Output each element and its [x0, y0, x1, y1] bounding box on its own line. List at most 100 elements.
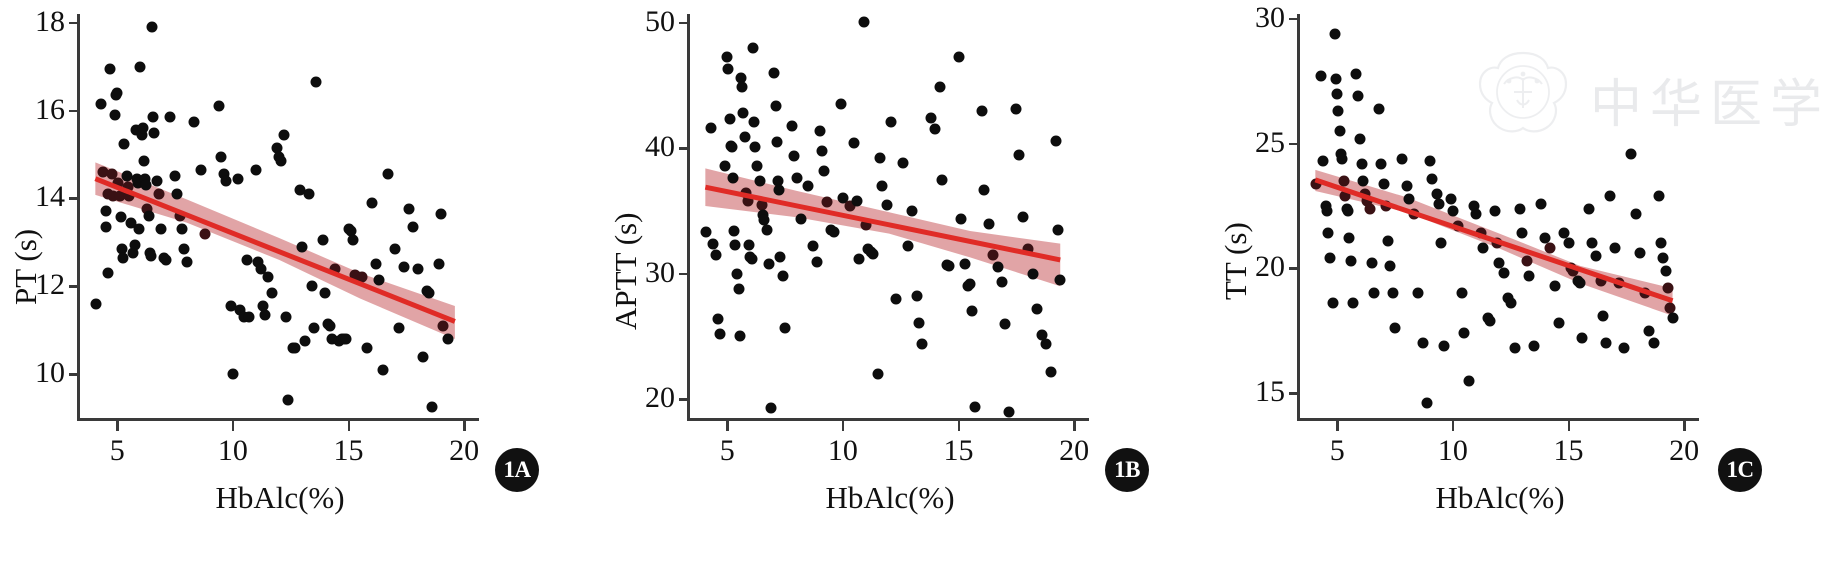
- scatter-point: [1528, 340, 1540, 352]
- scatter-point: [1643, 325, 1655, 337]
- scatter-point: [770, 100, 782, 112]
- scatter-point: [308, 322, 320, 334]
- scatter-point: [721, 51, 733, 63]
- scatter-point: [146, 21, 158, 33]
- scatter-point: [257, 300, 269, 312]
- scatter-point: [906, 205, 918, 217]
- scatter-point: [969, 401, 981, 413]
- scatter-point: [299, 335, 311, 347]
- y-axis-line: [687, 14, 690, 420]
- scatter-point: [115, 211, 127, 223]
- scatter-point: [774, 251, 786, 263]
- scatter-point: [876, 180, 888, 192]
- scatter-point: [742, 195, 754, 207]
- y-tick-label: 12: [35, 268, 65, 302]
- scatter-point: [777, 270, 789, 282]
- scatter-point: [734, 330, 746, 342]
- scatter-point: [1329, 28, 1341, 40]
- scatter-point: [1586, 237, 1598, 249]
- confidence-band: [705, 168, 1061, 287]
- scatter-point: [243, 311, 255, 323]
- scatter-point: [1618, 342, 1630, 354]
- y-tick: [69, 197, 78, 200]
- scatter-point: [953, 51, 965, 63]
- scatter-point: [748, 116, 760, 128]
- scatter-point: [1426, 173, 1438, 185]
- scatter-point: [1027, 268, 1038, 280]
- scatter-point: [1664, 302, 1676, 314]
- scatter-point: [816, 145, 828, 157]
- scatter-point: [151, 175, 163, 187]
- panel-1a: 10 12 14 16 18 5 10 15 20 PT (s) HbAlc(%) 1A: [0, 0, 600, 587]
- regression-line: [94, 176, 456, 324]
- scatter-point: [1387, 287, 1399, 299]
- scatter-point: [983, 218, 995, 230]
- scatter-point: [1590, 250, 1602, 262]
- x-tick-label: 5: [109, 434, 125, 467]
- scatter-point: [1514, 203, 1526, 215]
- scatter-point: [1576, 332, 1588, 344]
- scatter-point: [1332, 105, 1344, 117]
- scatter-point: [722, 63, 734, 75]
- scatter-point: [1539, 232, 1551, 244]
- scatter-point: [215, 151, 227, 163]
- y-tick: [1289, 392, 1298, 395]
- y-tick-label: 14: [35, 180, 65, 214]
- scatter-point: [160, 254, 172, 266]
- scatter-point: [227, 368, 239, 380]
- scatter-point: [746, 253, 758, 265]
- plot-area-1c: [1298, 14, 1698, 418]
- plot-area-1b: [688, 14, 1088, 418]
- x-tick: [957, 421, 961, 431]
- scatter-point: [106, 168, 118, 180]
- x-tick: [116, 421, 119, 431]
- scatter-point: [1657, 252, 1669, 264]
- scatter-point: [97, 166, 109, 178]
- scatter-point: [811, 256, 823, 268]
- scatter-point: [890, 293, 902, 305]
- scatter-point: [117, 252, 129, 264]
- scatter-point: [403, 203, 415, 215]
- scatter-point: [136, 129, 148, 141]
- y-axis-line: [1297, 14, 1300, 420]
- y-tick-label: 50: [645, 4, 675, 38]
- x-tick-label: 20: [1059, 434, 1090, 467]
- scatter-point: [393, 322, 405, 334]
- scatter-point: [132, 177, 144, 189]
- scatter-point: [296, 241, 308, 253]
- x-tick-label: 15: [1553, 434, 1584, 467]
- scatter-point: [881, 199, 893, 211]
- scatter-point: [306, 280, 318, 292]
- scatter-point: [1324, 252, 1336, 264]
- scatter-point: [1342, 205, 1354, 217]
- y-tick-label: 16: [35, 92, 65, 126]
- scatter-point: [129, 239, 141, 251]
- panel-label-badge: 1C: [1718, 448, 1762, 492]
- scatter-point: [1595, 275, 1607, 287]
- scatter-point: [737, 107, 749, 119]
- scatter-point: [731, 268, 743, 280]
- scatter-point: [143, 210, 155, 222]
- y-tick: [1289, 267, 1298, 270]
- scatter-point: [754, 175, 766, 187]
- scatter-point: [853, 253, 865, 265]
- scatter-point: [1347, 297, 1359, 309]
- scatter-point: [978, 184, 990, 196]
- y-tick: [679, 147, 688, 150]
- scatter-point: [1549, 280, 1561, 292]
- scatter-point: [751, 160, 763, 172]
- scatter-point: [1583, 203, 1595, 215]
- y-tick: [69, 285, 78, 288]
- scatter-point: [1489, 205, 1501, 217]
- scatter-point: [964, 278, 976, 290]
- scatter-point: [1456, 287, 1468, 299]
- scatter-point: [1412, 287, 1424, 299]
- x-tick: [1683, 421, 1686, 431]
- scatter-point: [310, 76, 322, 88]
- scatter-point: [138, 155, 150, 167]
- scatter-point: [303, 188, 315, 200]
- scatter-point: [266, 287, 278, 299]
- y-tick-label: 18: [35, 4, 65, 38]
- scatter-point: [148, 127, 160, 139]
- scatter-point: [114, 190, 126, 202]
